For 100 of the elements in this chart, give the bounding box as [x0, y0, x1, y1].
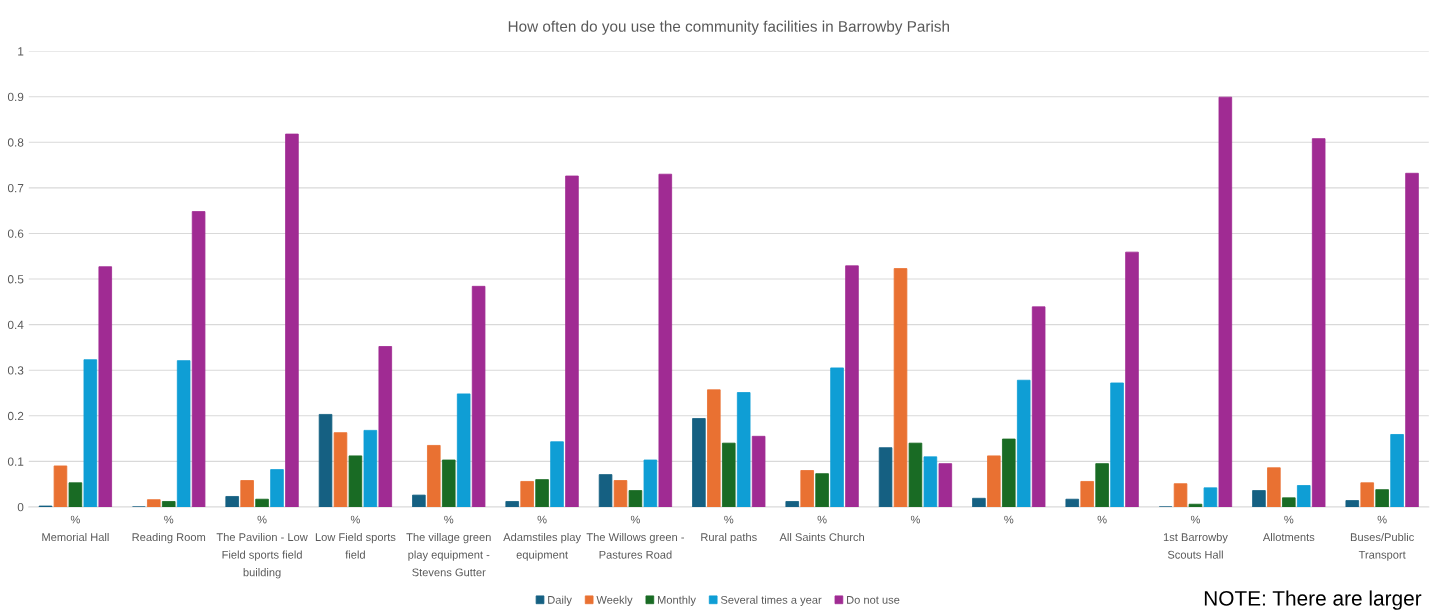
chart-title: How often do you use the community facilities in Barrowby Parish [508, 20, 949, 35]
y-tick-label: 0.7 [7, 183, 24, 193]
bar [1110, 382, 1124, 507]
bar [893, 268, 908, 507]
bar [830, 367, 844, 507]
bar [333, 432, 348, 507]
legend-label: Do not use [847, 596, 900, 604]
bar [550, 441, 564, 507]
legend-label: Daily [548, 595, 572, 606]
bar [191, 211, 206, 507]
bar [707, 389, 721, 507]
x-tick-label: % The village green play equipment - Stevens Gutter [406, 515, 491, 577]
x-tick-label: % Buses/Public Transport [1350, 515, 1414, 561]
bar [441, 459, 456, 507]
bar [240, 480, 254, 507]
y-tick-label: 1 [18, 47, 24, 56]
bar [1311, 138, 1326, 507]
bar [845, 265, 859, 507]
bar [176, 360, 191, 507]
bar [1375, 489, 1389, 507]
x-tick-label: % Allotments [1262, 515, 1315, 542]
y-tick-label: 0.9 [7, 92, 24, 102]
x-tick-label: % Memorial Hall [42, 515, 109, 542]
bar [908, 442, 923, 507]
bar [1031, 306, 1046, 507]
bar [785, 501, 800, 507]
bar [800, 470, 814, 507]
y-tick-label: 0.2 [7, 411, 24, 421]
bar [53, 465, 68, 507]
bar [1080, 481, 1094, 507]
bar [1218, 96, 1233, 507]
legend-label: Monthly [657, 595, 696, 606]
bar [1282, 497, 1296, 507]
bar [255, 498, 269, 507]
bar [147, 499, 161, 507]
y-tick-label: 0.1 [7, 457, 24, 466]
bar [83, 359, 98, 507]
x-tick-label: % Reading Room [132, 515, 206, 544]
bar [643, 459, 658, 507]
x-tick-label: % [1097, 515, 1107, 524]
legend-label: Weekly [596, 595, 633, 606]
x-tick-label: % [910, 515, 920, 524]
bar [161, 501, 176, 507]
bar [1360, 482, 1374, 507]
bar [938, 463, 953, 507]
x-tick-label: % Rural paths [701, 515, 757, 544]
bar [348, 455, 363, 507]
y-tick-label: 0.6 [7, 229, 24, 238]
x-tick-label: % All Saints Church [779, 515, 864, 542]
bar [1065, 498, 1080, 507]
text: NOTE: There are larger [1204, 590, 1422, 610]
bar [1405, 172, 1419, 507]
bar [456, 393, 471, 507]
bar [1002, 438, 1016, 507]
bar [815, 473, 829, 507]
bar [987, 455, 1001, 507]
bar [412, 494, 426, 507]
bar [658, 173, 673, 507]
bar [598, 474, 613, 507]
bar [1203, 487, 1218, 507]
bar [1267, 467, 1281, 507]
bar [565, 175, 579, 507]
bar [270, 469, 284, 507]
bar [98, 266, 113, 507]
y-tick-label: 0 [17, 503, 24, 512]
bar [285, 133, 299, 507]
bar [1095, 463, 1109, 507]
y-tick-label: 0.3 [7, 366, 24, 375]
y-tick-label: 0.8 [7, 138, 24, 147]
bar [363, 429, 378, 507]
bar [692, 418, 706, 507]
bar [520, 481, 534, 507]
y-tick-label: 0.5 [7, 275, 24, 284]
x-tick-label: % Adamstiles play equipment [503, 515, 581, 561]
bar [535, 479, 549, 507]
x-tick-label: % The Willows green - Pastures Road [586, 515, 685, 559]
bar [68, 482, 83, 507]
bar [613, 480, 628, 507]
bar [751, 435, 766, 507]
x-tick-label: % 1st Barrowby Scouts Hall [1163, 515, 1228, 559]
bar [1173, 483, 1188, 507]
bar [471, 285, 486, 507]
bar [722, 442, 736, 507]
bar [923, 456, 938, 507]
bar [1345, 500, 1360, 507]
bar [1252, 490, 1266, 507]
bar [378, 346, 393, 507]
bar [225, 496, 239, 507]
bar [1125, 251, 1139, 507]
bar [1188, 503, 1203, 507]
bar [628, 490, 643, 507]
bar [1296, 485, 1311, 507]
bar [736, 392, 751, 507]
bar [972, 497, 986, 507]
legend-label: Several times a year [720, 595, 822, 606]
x-tick-label: % Low Field sports field [315, 515, 396, 559]
x-tick-label: % The Pavilion - Low Field sports field building [216, 515, 308, 579]
x-tick-label: % [1004, 515, 1014, 524]
bar [1016, 379, 1031, 507]
bar [1390, 434, 1404, 507]
